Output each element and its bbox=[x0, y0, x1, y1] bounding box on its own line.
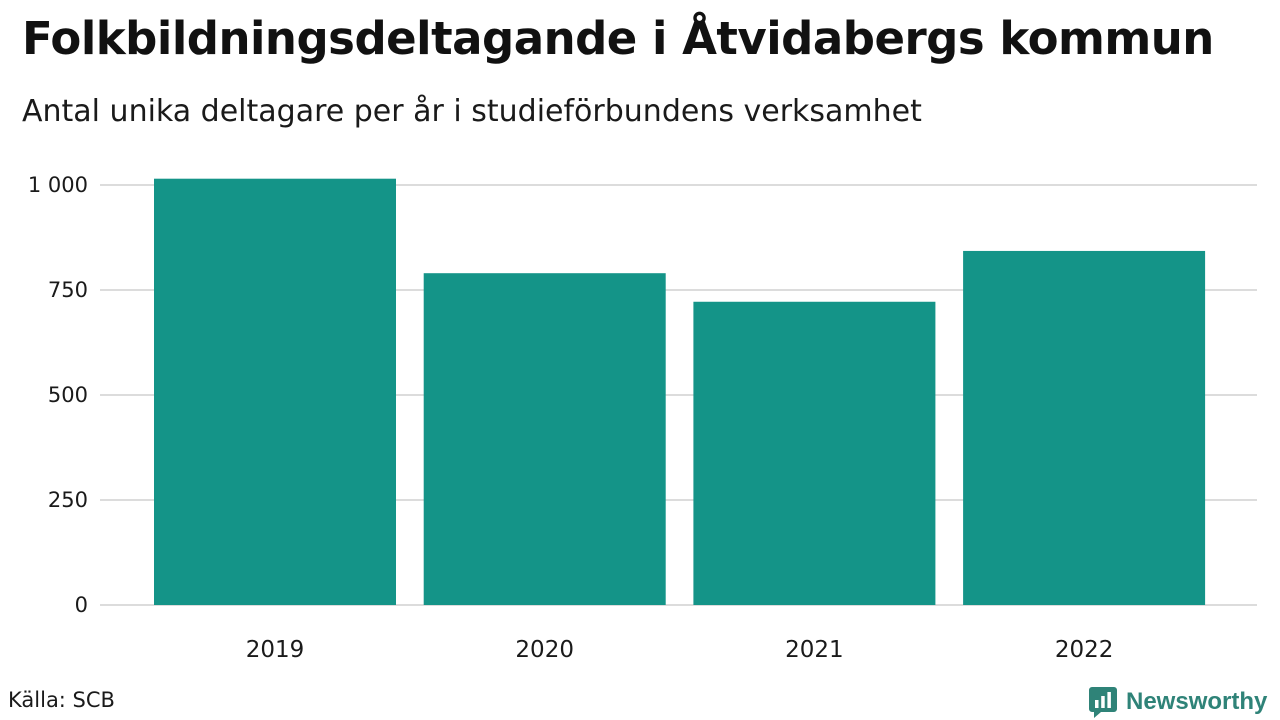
y-tick-label: 1 000 bbox=[28, 173, 88, 197]
y-tick-label: 750 bbox=[48, 278, 88, 302]
chart-title: Folkbildningsdeltagande i Åtvidabergs ko… bbox=[22, 12, 1214, 65]
x-tick-label: 2022 bbox=[1055, 637, 1114, 663]
bar bbox=[423, 273, 666, 605]
bar bbox=[154, 178, 396, 605]
y-tick-label: 250 bbox=[48, 488, 88, 512]
brand-name: Newsworthy bbox=[1126, 688, 1268, 715]
bar bbox=[693, 301, 936, 605]
y-tick-label: 500 bbox=[48, 383, 88, 407]
y-tick-label: 0 bbox=[75, 593, 88, 617]
source-note: Källa: SCB bbox=[8, 688, 115, 712]
x-tick-label: 2019 bbox=[246, 637, 305, 663]
x-tick-label: 2020 bbox=[515, 637, 574, 663]
chart-subtitle: Antal unika deltagare per år i studieför… bbox=[22, 94, 922, 129]
brand-logo[interactable]: Newsworthy bbox=[1088, 684, 1267, 720]
bar bbox=[963, 250, 1206, 605]
x-tick-label: 2021 bbox=[785, 637, 844, 663]
bar-chart-speech-bubble-icon bbox=[1089, 687, 1117, 718]
